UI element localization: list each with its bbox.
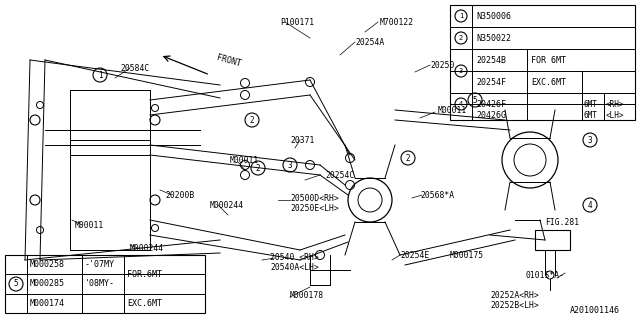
Text: 3: 3 bbox=[588, 135, 592, 145]
Bar bbox=[450, 5, 635, 120]
Text: M000244: M000244 bbox=[130, 244, 164, 252]
Text: 6MT: 6MT bbox=[584, 100, 598, 108]
Text: 20540A<LH>: 20540A<LH> bbox=[270, 263, 319, 273]
Text: 5: 5 bbox=[13, 279, 19, 289]
Text: 20584C: 20584C bbox=[120, 63, 149, 73]
Text: A201001146: A201001146 bbox=[570, 306, 620, 315]
Text: M00011: M00011 bbox=[75, 220, 104, 229]
Text: M000244: M000244 bbox=[210, 201, 244, 210]
Text: 20426F: 20426F bbox=[476, 100, 506, 108]
Text: N350022: N350022 bbox=[476, 34, 511, 43]
Text: 3: 3 bbox=[288, 161, 292, 170]
Text: 1: 1 bbox=[98, 70, 102, 79]
Text: M00011: M00011 bbox=[438, 106, 467, 115]
Text: 4: 4 bbox=[588, 201, 592, 210]
Text: 20254E: 20254E bbox=[400, 251, 429, 260]
Text: 20254B: 20254B bbox=[476, 55, 506, 65]
Bar bbox=[5, 255, 205, 313]
Text: 1: 1 bbox=[459, 13, 463, 19]
Text: 20250: 20250 bbox=[430, 60, 454, 69]
Text: M000174: M000174 bbox=[30, 299, 65, 308]
Text: 2: 2 bbox=[256, 164, 260, 172]
Text: 0101S*A-: 0101S*A- bbox=[526, 270, 565, 279]
Text: M000175: M000175 bbox=[450, 251, 484, 260]
Text: FOR 6MT: FOR 6MT bbox=[531, 55, 566, 65]
Text: 20252B<LH>: 20252B<LH> bbox=[490, 301, 539, 310]
Text: 20568*A: 20568*A bbox=[420, 190, 454, 199]
Text: 3: 3 bbox=[459, 68, 463, 74]
Text: 20500D<RH>: 20500D<RH> bbox=[290, 194, 339, 203]
Text: M000285: M000285 bbox=[30, 279, 65, 289]
Text: 6MT: 6MT bbox=[584, 110, 598, 119]
Text: M000258: M000258 bbox=[30, 260, 65, 269]
Text: FIG.281: FIG.281 bbox=[545, 218, 579, 227]
Text: N350006: N350006 bbox=[476, 12, 511, 20]
Text: 5: 5 bbox=[473, 95, 477, 105]
Text: 2: 2 bbox=[406, 154, 410, 163]
Bar bbox=[535, 230, 570, 250]
Text: FRONT: FRONT bbox=[215, 53, 241, 68]
Text: '08MY-: '08MY- bbox=[85, 279, 115, 289]
Text: -'07MY: -'07MY bbox=[85, 260, 115, 269]
Text: 20254C: 20254C bbox=[325, 171, 355, 180]
Text: EXC.6MT: EXC.6MT bbox=[531, 77, 566, 86]
Text: 20250E<LH>: 20250E<LH> bbox=[290, 204, 339, 212]
Text: M700122: M700122 bbox=[380, 18, 414, 27]
Text: M000178: M000178 bbox=[290, 291, 324, 300]
Text: P100171: P100171 bbox=[280, 18, 314, 27]
Text: 20200B: 20200B bbox=[165, 190, 195, 199]
Text: 2: 2 bbox=[250, 116, 254, 124]
Text: 20254F: 20254F bbox=[476, 77, 506, 86]
Text: 4: 4 bbox=[459, 101, 463, 107]
Text: <RH>: <RH> bbox=[606, 100, 625, 108]
Text: FOR.6MT: FOR.6MT bbox=[127, 270, 162, 279]
Text: 20371: 20371 bbox=[290, 135, 314, 145]
Text: EXC.6MT: EXC.6MT bbox=[127, 299, 162, 308]
Text: 20540 <RH>: 20540 <RH> bbox=[270, 253, 319, 262]
Text: <LH>: <LH> bbox=[606, 110, 625, 119]
Text: 20254A: 20254A bbox=[355, 37, 384, 46]
Text: 20252A<RH>: 20252A<RH> bbox=[490, 291, 539, 300]
Text: 20426G: 20426G bbox=[476, 110, 506, 119]
Text: 2: 2 bbox=[459, 35, 463, 41]
Text: M00011: M00011 bbox=[230, 156, 259, 164]
